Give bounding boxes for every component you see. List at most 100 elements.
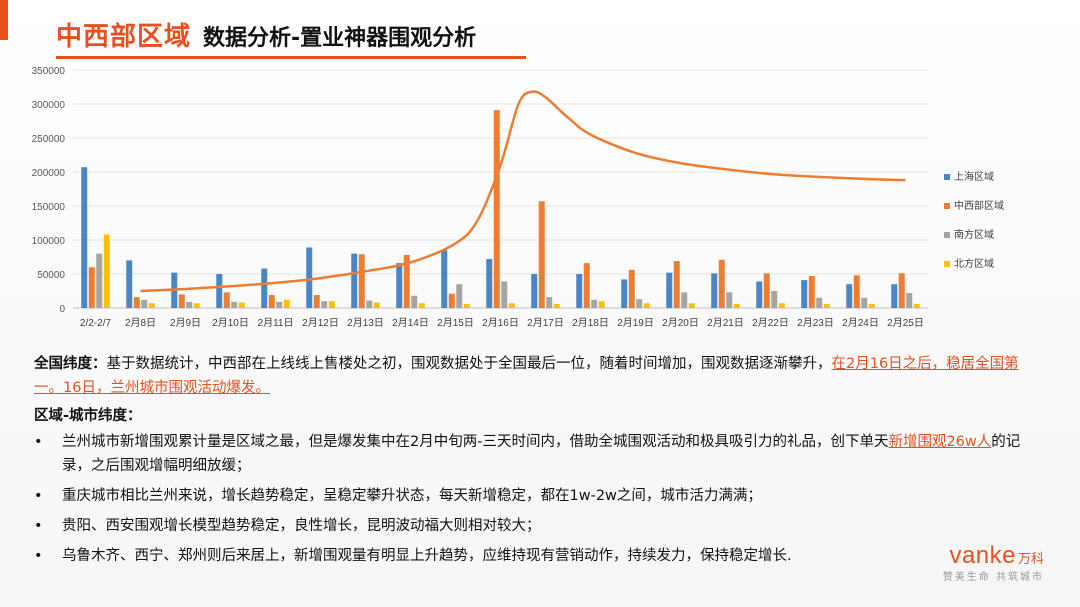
bar (351, 253, 358, 308)
bar (238, 302, 245, 308)
bar (891, 284, 898, 308)
bar (276, 301, 283, 308)
bar (898, 273, 905, 308)
y-tick-label: 100000 (32, 236, 66, 247)
bar (96, 253, 103, 308)
bar (141, 299, 148, 308)
analysis-text: 全国纬度：基于数据统计，中西部在上线线上售楼处之初，围观数据处于全国最后一位，随… (34, 352, 1044, 574)
bar (463, 303, 470, 308)
bar (576, 274, 583, 308)
bar (306, 247, 313, 308)
y-tick-label: 50000 (37, 270, 65, 281)
x-tick-label: 2月22日 (752, 317, 789, 329)
bar (508, 303, 515, 308)
bar (591, 299, 598, 308)
x-tick-label: 2月13日 (347, 317, 384, 329)
legend-label: 南方区域 (954, 228, 994, 241)
bullet-dot: • (34, 434, 43, 450)
title-main: 中西部区域 (56, 22, 192, 52)
national-paragraph: 全国纬度：基于数据统计，中西部在上线线上售楼处之初，围观数据处于全国最后一位，随… (34, 352, 1044, 400)
national-text: 基于数据统计，中西部在上线线上售楼处之初，围观数据处于全国最后一位，随着时间增加… (106, 356, 832, 372)
bar (486, 259, 493, 308)
bar (778, 303, 785, 308)
legend-label: 上海区域 (954, 170, 994, 183)
bar (823, 303, 830, 308)
x-tick-label: 2月18日 (572, 317, 609, 329)
region-subhead: 区域-城市纬度： (34, 408, 142, 424)
vanke-logo: vanke 万科 赞美生命 共筑城市 (943, 542, 1044, 583)
x-tick-label: 2月21日 (707, 317, 744, 329)
bar (283, 299, 290, 308)
bar (688, 303, 695, 308)
x-tick-label: 2月23日 (797, 317, 834, 329)
bar (441, 250, 448, 308)
legend-swatch (944, 261, 950, 267)
x-tick-label: 2月15日 (437, 317, 474, 329)
bar (771, 291, 778, 308)
bar (268, 295, 275, 308)
x-tick-label: 2月14日 (392, 317, 429, 329)
bar (538, 201, 545, 308)
bar (493, 110, 500, 308)
bar (88, 267, 95, 308)
logo-tagline: 赞美生命 共筑城市 (942, 572, 1044, 583)
bullet-dot: • (34, 488, 43, 504)
bar (621, 279, 628, 308)
trend-line (140, 90, 906, 293)
y-tick-label: 250000 (32, 134, 66, 145)
bar (456, 284, 463, 308)
bar (553, 303, 560, 308)
bullet-text: 贵阳、西安围观增长模型趋势稳定，良性增长，昆明波动福大则相对较大； (62, 518, 541, 534)
title-accent-bar (0, 0, 8, 40)
page-title: 中西部区域 数据分析-置业神器围观分析 (56, 16, 476, 56)
bar (868, 303, 875, 308)
bullet-text: 乌鲁木齐、西宁、郑州则后来居上，新增围观量有明显上升趋势，应维持现有营销动作，持… (62, 548, 792, 564)
bar (733, 303, 740, 308)
bar (216, 274, 223, 308)
y-tick-label: 350000 (32, 66, 66, 77)
bar (178, 294, 185, 308)
bar (358, 254, 365, 308)
bar (261, 268, 268, 308)
bar (681, 292, 688, 308)
title-underline (56, 56, 526, 59)
bar (643, 303, 650, 308)
bar (126, 260, 133, 308)
x-tick-label: 2月19日 (617, 317, 654, 329)
logo-brand-cn: 万科 (1017, 552, 1044, 567)
bar (846, 284, 853, 308)
bar (186, 301, 193, 308)
bar (448, 293, 455, 308)
legend-label: 中西部区域 (954, 199, 1004, 212)
bar (103, 234, 110, 308)
x-tick-label: 2月9日 (170, 317, 201, 329)
y-tick-label: 0 (59, 304, 65, 315)
x-tick-label: 2/2-2/7 (80, 318, 112, 329)
bar (328, 301, 335, 308)
bar (801, 280, 808, 308)
bar (636, 299, 643, 308)
bar (763, 273, 770, 308)
list-item: • 重庆城市相比兰州来说，增长趋势稳定，呈稳定攀升状态，每天新增稳定，都在1w-… (34, 484, 1044, 508)
bar (808, 276, 815, 308)
bar (418, 303, 425, 308)
bar (313, 295, 320, 308)
national-label: 全国纬度： (34, 356, 107, 372)
bullet-dot: • (34, 518, 43, 534)
bar (193, 303, 200, 308)
bar (321, 301, 328, 308)
x-tick-label: 2月12日 (302, 317, 339, 329)
bar (726, 292, 733, 308)
bar (906, 293, 913, 308)
national-highlight: 在2月16日之后，稳居全国第一。16日，兰州城市围观活动爆发。 (34, 356, 1019, 396)
x-tick-label: 2月11日 (258, 317, 294, 329)
bar (598, 301, 605, 308)
bar (666, 272, 673, 308)
y-tick-label: 200000 (32, 168, 66, 179)
bar (133, 297, 140, 308)
legend-label: 北方区域 (954, 257, 994, 270)
bar (396, 263, 403, 308)
bar (711, 273, 718, 308)
bar (861, 297, 868, 308)
bar (231, 301, 238, 308)
